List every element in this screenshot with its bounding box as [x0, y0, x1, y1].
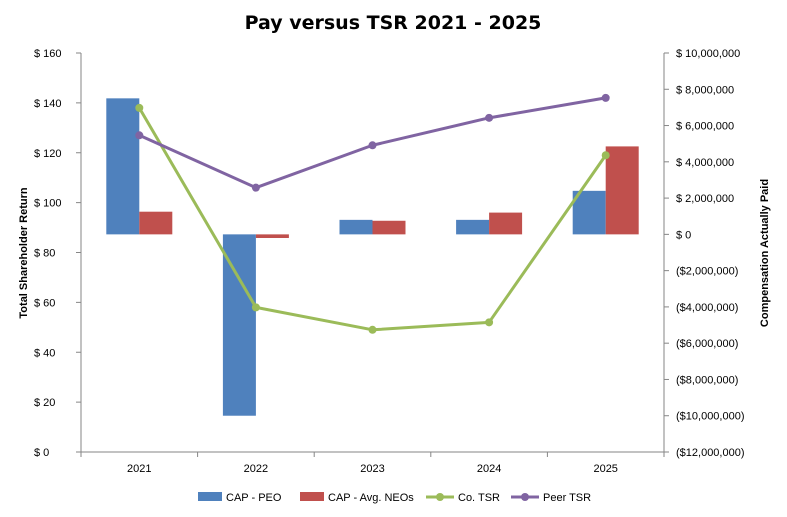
- right-tick-label: $ 10,000,000: [676, 48, 740, 60]
- right-tick-label: $ 8,000,000: [676, 84, 734, 96]
- bar-cap-peo: [222, 234, 256, 416]
- legend-label-co-tsr: Co. TSR: [458, 492, 500, 504]
- legend-marker-co-tsr: [436, 493, 444, 501]
- plot-area: $ 0 $ 20 $ 40 $ 60 $ 80 $ 100 $ 120 $ 140 $ 160 (…: [34, 48, 745, 475]
- point-co-tsr: [601, 151, 610, 160]
- point-peer-tsr: [251, 183, 260, 192]
- point-peer-tsr: [368, 141, 377, 150]
- left-axis-title: Total Shareholder Return: [18, 187, 30, 318]
- right-tick-label: ($12,000,000): [676, 447, 745, 459]
- point-co-tsr: [485, 318, 494, 327]
- point-peer-tsr: [601, 93, 610, 102]
- left-tick-label: $ 80: [34, 248, 55, 260]
- legend-swatch-cap-peo: [198, 492, 222, 501]
- bar-cap-peo: [456, 219, 490, 235]
- point-co-tsr: [135, 103, 144, 112]
- right-tick-label: ($8,000,000): [676, 374, 738, 386]
- left-tick-label: $ 0: [34, 447, 49, 459]
- legend-label-peer-tsr: Peer TSR: [543, 492, 591, 504]
- bar-cap-peo: [572, 190, 606, 235]
- left-tick-label: $ 160: [34, 48, 62, 60]
- right-tick-label: $ 4,000,000: [676, 157, 734, 169]
- x-tick-label: 2025: [593, 463, 617, 475]
- bar-cap-avg-neos: [489, 212, 523, 235]
- bar-cap-peo: [339, 219, 373, 235]
- legend: CAP - PEO CAP - Avg. NEOs Co. TSR Peer TSR: [198, 492, 591, 504]
- left-tick-label: $ 40: [34, 347, 55, 359]
- left-tick-label: $ 60: [34, 297, 55, 309]
- bar-cap-avg-neos: [372, 220, 406, 235]
- right-tick-label: $ 0: [676, 229, 691, 241]
- legend-marker-peer-tsr: [521, 493, 529, 501]
- x-tick-label: 2021: [127, 463, 151, 475]
- right-tick-label: ($2,000,000): [676, 266, 738, 278]
- bar-cap-avg-neos: [255, 234, 289, 238]
- right-tick-label: ($4,000,000): [676, 302, 738, 314]
- point-peer-tsr: [485, 113, 494, 122]
- left-tick-label: $ 120: [34, 148, 62, 160]
- chart-title: Pay versus TSR 2021 - 2025: [245, 12, 542, 34]
- right-tick-label: ($10,000,000): [676, 411, 745, 423]
- bar-cap-avg-neos: [605, 146, 639, 235]
- bar-cap-avg-neos: [139, 211, 173, 235]
- right-tick-label: $ 6,000,000: [676, 121, 734, 133]
- point-peer-tsr: [135, 131, 144, 140]
- left-tick-label: $ 100: [34, 198, 62, 210]
- right-axis-title: Compensation Actually Paid: [759, 179, 771, 327]
- bar-cap-peo: [106, 98, 140, 235]
- legend-label-cap-peo: CAP - PEO: [226, 492, 282, 504]
- point-co-tsr: [251, 303, 260, 312]
- left-tick-label: $ 140: [34, 98, 62, 110]
- point-co-tsr: [368, 325, 377, 334]
- right-tick-label: $ 2,000,000: [676, 193, 734, 205]
- right-tick-label: ($6,000,000): [676, 338, 738, 350]
- line-co-tsr: [138, 107, 607, 332]
- x-tick-label: 2024: [477, 463, 501, 475]
- x-tick-label: 2023: [360, 463, 384, 475]
- legend-swatch-cap-avg-neos: [300, 492, 324, 501]
- legend-label-cap-avg-neos: CAP - Avg. NEOs: [328, 492, 414, 504]
- x-tick-label: 2022: [244, 463, 268, 475]
- left-tick-label: $ 20: [34, 397, 55, 409]
